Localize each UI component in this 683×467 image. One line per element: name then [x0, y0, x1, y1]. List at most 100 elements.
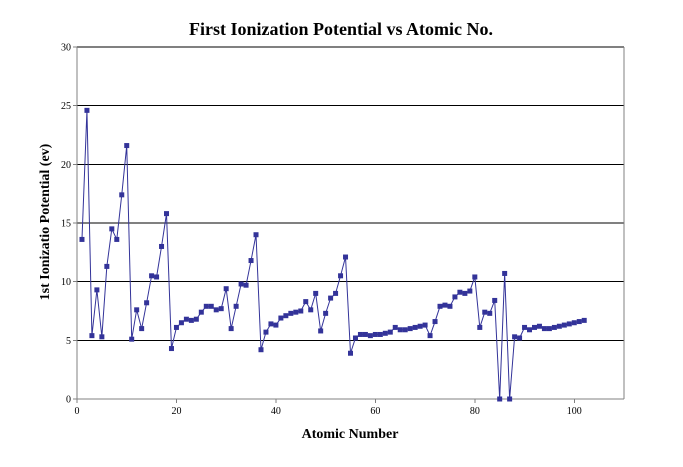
data-point: [233, 303, 239, 309]
data-point: [129, 336, 135, 342]
data-point: [507, 396, 513, 402]
data-point: [581, 317, 587, 323]
data-point: [203, 303, 209, 309]
y-tick-label: 5: [66, 336, 71, 347]
data-point: [477, 324, 483, 330]
data-point: [357, 331, 363, 337]
y-tick-label: 15: [61, 219, 71, 230]
data-point: [278, 315, 284, 321]
data-point: [338, 273, 344, 279]
data-point: [119, 192, 125, 198]
data-point: [104, 263, 110, 269]
data-point: [308, 307, 314, 313]
data-point: [283, 313, 289, 319]
chart-title: First Ionization Potential vs Atomic No.: [189, 19, 493, 39]
y-tick-label: 20: [61, 160, 71, 171]
data-point: [367, 333, 373, 339]
series-group: [79, 107, 587, 402]
data-point: [467, 288, 473, 294]
data-point: [248, 258, 254, 264]
data-point: [551, 324, 557, 330]
data-point: [512, 334, 518, 340]
data-point: [208, 303, 214, 309]
y-axis-ticks: 0 5 10 15 20 25 30: [61, 43, 77, 406]
x-axis-title: Atomic Number: [302, 427, 399, 442]
data-point: [397, 327, 403, 333]
data-point: [561, 322, 567, 328]
data-point: [412, 324, 418, 330]
series-line: [81, 110, 585, 400]
x-tick-label: 100: [567, 406, 582, 417]
data-point: [541, 326, 547, 332]
y-tick-label: 0: [66, 395, 71, 406]
data-point: [318, 328, 324, 334]
data-point: [193, 316, 199, 322]
data-point: [323, 310, 329, 316]
data-point: [178, 320, 184, 326]
data-point: [417, 323, 423, 329]
data-point: [124, 143, 130, 149]
data-point: [382, 330, 388, 336]
data-point: [183, 316, 189, 322]
data-point: [79, 236, 85, 242]
data-point: [527, 327, 533, 333]
data-point: [288, 310, 294, 316]
data-point: [556, 323, 562, 329]
data-point: [531, 324, 537, 330]
data-point: [362, 331, 368, 337]
data-point: [154, 274, 160, 280]
data-point: [134, 307, 140, 313]
data-point: [457, 289, 463, 295]
data-point: [159, 243, 165, 249]
data-point: [114, 236, 120, 242]
data-point: [144, 300, 150, 306]
data-point: [487, 310, 493, 316]
data-point: [263, 329, 269, 335]
data-point: [223, 286, 229, 292]
data-point: [372, 331, 378, 337]
x-tick-label: 80: [470, 406, 480, 417]
data-point: [546, 326, 552, 332]
data-point: [402, 327, 408, 333]
data-point: [109, 226, 115, 232]
data-point: [298, 308, 304, 314]
data-point: [452, 294, 458, 300]
data-point: [427, 333, 433, 339]
y-tick-label: 10: [61, 277, 71, 288]
data-point: [198, 309, 204, 315]
data-point: [352, 335, 358, 341]
data-point: [238, 281, 244, 287]
data-point: [168, 346, 174, 352]
data-point: [333, 290, 339, 296]
data-point: [99, 334, 105, 340]
data-point: [482, 309, 488, 315]
x-tick-label: 40: [271, 406, 281, 417]
gridlines: [77, 46, 624, 341]
data-point: [343, 254, 349, 260]
data-point: [576, 319, 582, 325]
data-point: [502, 270, 508, 276]
x-axis-ticks: 0 20 40 60 80 100: [75, 399, 582, 417]
data-point: [437, 303, 443, 309]
data-point: [188, 317, 194, 323]
data-point: [139, 326, 145, 332]
data-point: [571, 320, 577, 326]
data-point: [422, 322, 428, 328]
data-point: [268, 321, 274, 327]
data-point: [228, 326, 234, 332]
data-point: [387, 329, 393, 335]
x-tick-label: 60: [370, 406, 380, 417]
data-point: [273, 322, 279, 328]
data-point: [447, 303, 453, 309]
data-point: [164, 211, 170, 217]
data-point: [218, 306, 224, 312]
data-point: [89, 333, 95, 339]
data-point: [536, 323, 542, 329]
data-point: [492, 297, 498, 303]
data-point: [432, 319, 438, 325]
data-point: [377, 331, 383, 337]
data-point: [472, 274, 478, 280]
data-point: [522, 324, 528, 330]
